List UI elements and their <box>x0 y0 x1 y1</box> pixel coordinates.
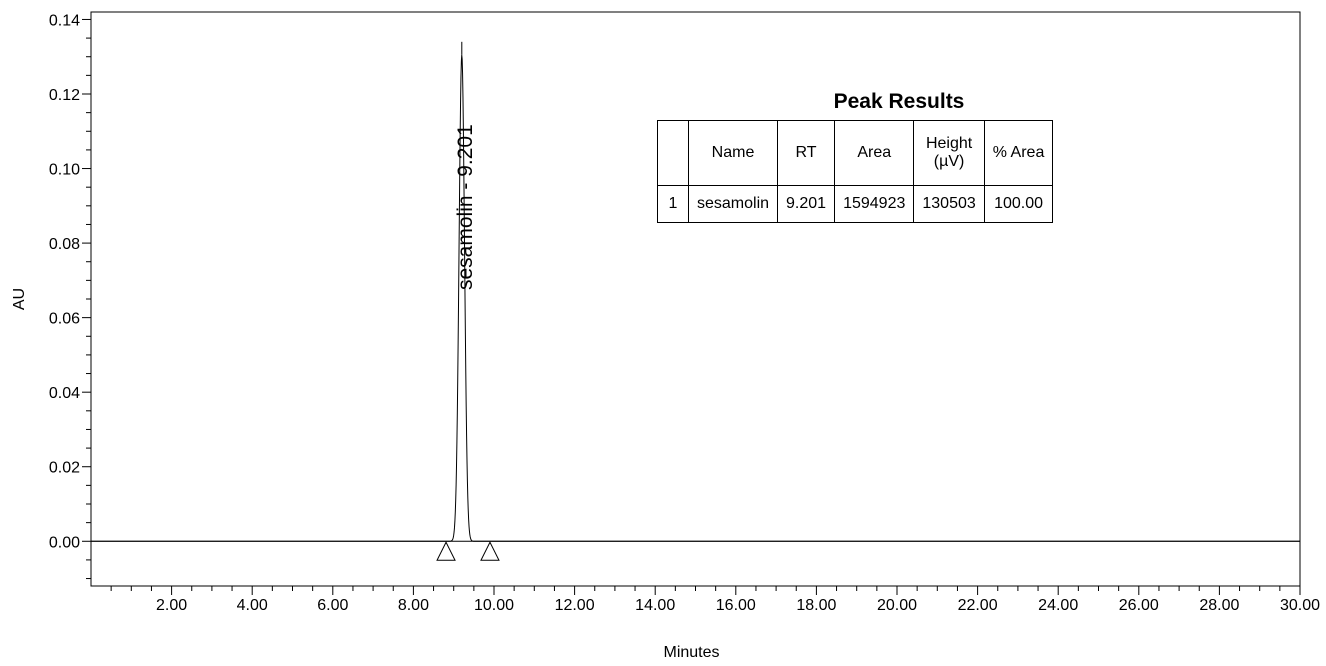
y-tick-label: 0.08 <box>49 236 80 253</box>
integration-marker <box>436 541 456 561</box>
peak-label: sesamolin - 9.201 <box>454 124 477 290</box>
header-pct-area: % Area <box>983 120 1054 186</box>
header-height-line1: Height <box>925 135 973 152</box>
cell-pct-area: 100.00 <box>983 185 1054 223</box>
x-tick-label: 30.00 <box>1280 597 1320 614</box>
header-height: Height (µV) <box>913 120 985 186</box>
x-tick-label: 22.00 <box>958 597 998 614</box>
y-axis-label: AU <box>11 288 28 310</box>
header-height-line2: (µV) <box>933 153 965 170</box>
x-tick-label: 4.00 <box>237 597 268 614</box>
cell-area: 1594923 <box>834 185 915 223</box>
x-tick-label: 12.00 <box>555 597 595 614</box>
header-rt: RT <box>777 120 836 186</box>
y-tick-label: 0.02 <box>49 460 80 477</box>
cell-height: 130503 <box>913 185 985 223</box>
cell-index: 1 <box>657 185 689 223</box>
header-name: Name <box>687 120 779 186</box>
x-tick-label: 14.00 <box>635 597 675 614</box>
peak-table-header-row: Name RT Area Height (µV) % Area <box>657 120 1054 186</box>
x-tick-label: 16.00 <box>716 597 756 614</box>
x-tick-label: 28.00 <box>1199 597 1239 614</box>
x-tick-label: 6.00 <box>317 597 348 614</box>
x-tick-label: 26.00 <box>1119 597 1159 614</box>
y-tick-label: 0.06 <box>49 311 80 328</box>
y-tick-label: 0.04 <box>49 385 80 402</box>
x-tick-label: 2.00 <box>156 597 187 614</box>
integration-marker <box>480 541 500 561</box>
x-axis-label: Minutes <box>663 644 719 661</box>
cell-rt: 9.201 <box>777 185 836 223</box>
peak-results-table: Name RT Area Height (µV) % Area 1 sesamo… <box>657 120 1054 223</box>
table-row: 1 sesamolin 9.201 1594923 130503 100.00 <box>657 185 1054 223</box>
header-index <box>657 120 689 186</box>
y-tick-label: 0.14 <box>49 12 80 29</box>
x-tick-label: 20.00 <box>877 597 917 614</box>
y-tick-label: 0.00 <box>49 534 80 551</box>
cell-name: sesamolin <box>687 185 779 223</box>
x-tick-label: 10.00 <box>474 597 514 614</box>
trace-layer <box>91 41 1300 542</box>
y-tick-label: 0.12 <box>49 87 80 104</box>
x-tick-label: 24.00 <box>1038 597 1078 614</box>
x-tick-label: 18.00 <box>796 597 836 614</box>
x-tick-label: 8.00 <box>398 597 429 614</box>
peak-results-title: Peak Results <box>833 90 965 113</box>
label-layer: Minutes AU sesamolin - 9.201 <box>11 124 720 661</box>
ticks-layer: 0.00 0.02 0.04 0.06 0.08 0.10 0.12 0.14 2.00 4.00… <box>49 12 1320 614</box>
header-area: Area <box>834 120 915 186</box>
marker-layer <box>436 541 500 561</box>
y-tick-label: 0.10 <box>49 162 80 179</box>
